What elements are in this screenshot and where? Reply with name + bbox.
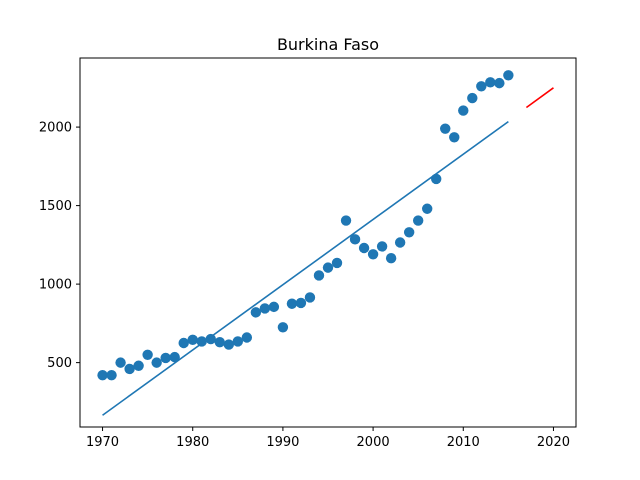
data-point bbox=[476, 81, 487, 92]
data-point bbox=[358, 242, 370, 254]
data-point bbox=[385, 253, 397, 264]
data-point bbox=[304, 292, 316, 303]
data-point bbox=[349, 234, 361, 245]
data-point bbox=[268, 301, 280, 313]
data-point bbox=[106, 369, 117, 381]
data-point bbox=[187, 334, 198, 346]
data-point bbox=[494, 77, 505, 89]
data-point bbox=[142, 349, 153, 360]
data-point bbox=[367, 249, 379, 260]
data-point bbox=[458, 105, 469, 116]
data-point bbox=[412, 215, 424, 226]
data-point bbox=[376, 241, 388, 252]
data-point bbox=[394, 237, 406, 248]
data-point bbox=[196, 336, 207, 347]
data-point bbox=[331, 257, 343, 269]
data-point bbox=[160, 352, 171, 364]
data-point bbox=[169, 351, 180, 363]
data-point bbox=[340, 215, 352, 226]
data-point bbox=[214, 337, 225, 348]
forecast-line bbox=[525, 87, 554, 109]
data-point bbox=[124, 363, 135, 375]
x-tick-label: 1980 bbox=[176, 435, 209, 450]
data-point bbox=[232, 336, 244, 347]
data-point bbox=[97, 369, 108, 381]
data-point bbox=[259, 303, 271, 314]
plot-area bbox=[97, 70, 554, 416]
data-point bbox=[277, 322, 289, 333]
x-tick-label: 1990 bbox=[266, 435, 299, 450]
data-point bbox=[151, 357, 162, 368]
data-point bbox=[250, 307, 262, 318]
trend-line bbox=[102, 120, 509, 416]
data-point bbox=[286, 298, 298, 309]
data-point bbox=[322, 262, 334, 273]
x-tick-label: 2010 bbox=[447, 435, 480, 450]
data-point bbox=[485, 77, 496, 88]
axes-frame bbox=[79, 57, 577, 428]
y-tick-label: 2000 bbox=[39, 121, 72, 136]
data-point bbox=[178, 337, 189, 349]
data-point bbox=[205, 333, 216, 345]
x-tick-label: 1970 bbox=[86, 435, 119, 450]
data-point bbox=[313, 270, 325, 281]
data-point bbox=[467, 92, 478, 104]
chart-title: Burkina Faso bbox=[277, 35, 379, 54]
y-tick-label: 500 bbox=[47, 356, 72, 371]
data-point bbox=[223, 339, 234, 350]
x-tick-label: 2000 bbox=[357, 435, 390, 450]
data-point bbox=[295, 297, 307, 309]
y-tick-label: 1500 bbox=[39, 199, 72, 214]
data-point bbox=[440, 123, 451, 134]
data-point bbox=[115, 357, 126, 368]
y-axis: 500 1000 1500 2000 bbox=[39, 121, 80, 371]
data-point bbox=[241, 332, 253, 343]
data-point bbox=[133, 360, 144, 371]
y-tick-label: 1000 bbox=[39, 278, 72, 293]
x-axis: 1970 1980 1990 2000 2010 2020 bbox=[86, 427, 570, 450]
x-tick-label: 2020 bbox=[537, 435, 570, 450]
data-point bbox=[403, 227, 415, 238]
data-point bbox=[503, 70, 514, 81]
data-point bbox=[422, 203, 433, 214]
data-point bbox=[431, 173, 442, 185]
data-point bbox=[449, 132, 460, 143]
